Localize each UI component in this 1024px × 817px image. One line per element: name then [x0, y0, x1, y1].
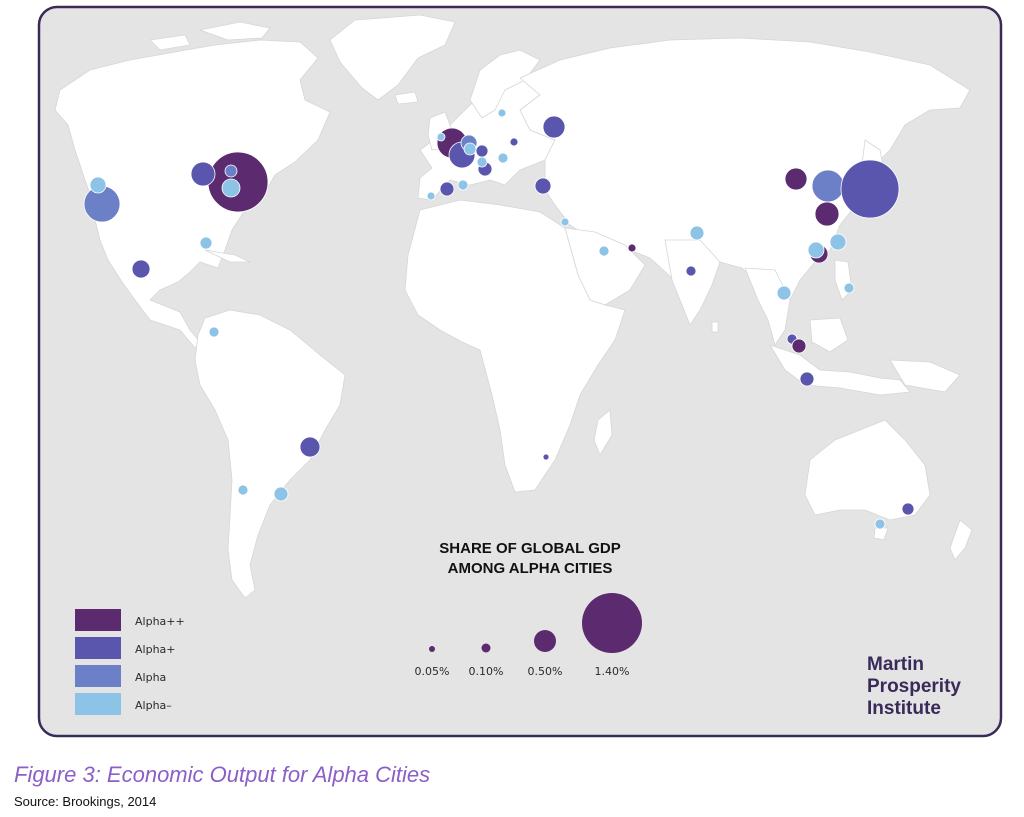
india [664, 239, 721, 326]
city-bubble [199, 236, 213, 250]
madagascar [593, 409, 613, 456]
city-bubble [534, 177, 552, 195]
city-bubble [89, 176, 107, 194]
figure-caption: Figure 3: Economic Output for Alpha Citi… [14, 762, 431, 787]
legend-swatch-alpha-minus [75, 693, 121, 715]
city-bubble [776, 285, 792, 301]
city-bubble [457, 179, 469, 191]
city-bubble [784, 167, 808, 191]
city-bubble [791, 338, 807, 354]
iceland [394, 91, 419, 105]
city-bubble [840, 159, 900, 219]
city-bubble [436, 132, 446, 142]
city-bubble [439, 181, 455, 197]
city-bubble [843, 282, 855, 294]
tasmania [873, 527, 889, 541]
north-america [54, 39, 331, 349]
legend-label-alpha-plus: Alpha+ [135, 643, 176, 656]
legend-label-alpha-plus-plus: Alpha++ [135, 615, 185, 628]
city-bubble [874, 518, 886, 530]
city-bubble [475, 144, 489, 158]
logo-line1: Martin [867, 654, 924, 675]
southeast-asia [744, 267, 791, 346]
legend-swatch-alpha-plus-plus [75, 609, 121, 631]
martin-prosperity-institute-logo: Martin Prosperity Institute [867, 654, 961, 719]
city-bubble [542, 453, 550, 461]
caribbean [204, 249, 251, 263]
city-bubble [829, 233, 847, 251]
size-legend-label-010: 0.10% [469, 665, 504, 678]
size-legend-circle-050 [534, 630, 556, 652]
city-bubble [131, 259, 151, 279]
city-bubble [811, 169, 845, 203]
size-legend-circle-140 [582, 593, 642, 653]
figure-source: Source: Brookings, 2014 [14, 794, 157, 809]
city-bubble [463, 142, 477, 156]
city-bubble [685, 265, 697, 277]
city-bubble [497, 108, 507, 118]
city-bubble [237, 484, 249, 496]
city-bubble [901, 502, 915, 516]
legend-swatch-alpha-plus [75, 637, 121, 659]
city-bubble [221, 178, 241, 198]
africa [404, 199, 626, 493]
size-legend-label-005: 0.05% [415, 665, 450, 678]
city-bubble [190, 161, 216, 187]
south-america [194, 309, 346, 599]
legend-swatch-alpha [75, 665, 121, 687]
legend-label-alpha: Alpha [135, 671, 166, 684]
size-legend-title-line1: SHARE OF GLOBAL GDP [439, 540, 620, 557]
sri-lanka [711, 321, 719, 333]
arctic-islands [149, 21, 271, 51]
size-legend-title-line2: AMONG ALPHA CITIES [448, 560, 613, 577]
greenland [329, 14, 456, 101]
city-bubble [807, 241, 825, 259]
city-bubbles [83, 108, 915, 530]
city-bubble [208, 326, 220, 338]
city-bubble [299, 436, 321, 458]
city-bubble [627, 243, 637, 253]
city-bubble [273, 486, 289, 502]
city-bubble [799, 371, 815, 387]
city-bubble [598, 245, 610, 257]
size-legend-label-140: 1.40% [595, 665, 630, 678]
size-legend-circle-005 [429, 646, 435, 652]
new-zealand [949, 519, 973, 561]
city-bubble [689, 225, 705, 241]
borneo [809, 317, 849, 353]
size-legend-circle-010 [481, 643, 491, 653]
city-bubble [509, 137, 519, 147]
australia [804, 419, 931, 521]
logo-line2: Prosperity [867, 676, 961, 697]
city-bubble [476, 156, 488, 168]
legend-label-alpha-minus: Alpha– [135, 699, 172, 712]
world-map: SHARE OF GLOBAL GDP AMONG ALPHA CITIES A… [37, 5, 1003, 738]
class-legend: Alpha++ Alpha+ Alpha Alpha– [75, 609, 185, 715]
city-bubble [497, 152, 509, 164]
city-bubble [814, 201, 840, 227]
new-guinea [889, 359, 961, 393]
city-bubble [224, 164, 238, 178]
size-legend-label-050: 0.50% [528, 665, 563, 678]
logo-line3: Institute [867, 698, 941, 719]
size-legend: 0.05% 0.10% 0.50% 1.40% [415, 593, 642, 678]
city-bubble [426, 191, 436, 201]
city-bubble [560, 217, 570, 227]
scandinavia [469, 49, 541, 119]
city-bubble [542, 115, 566, 139]
